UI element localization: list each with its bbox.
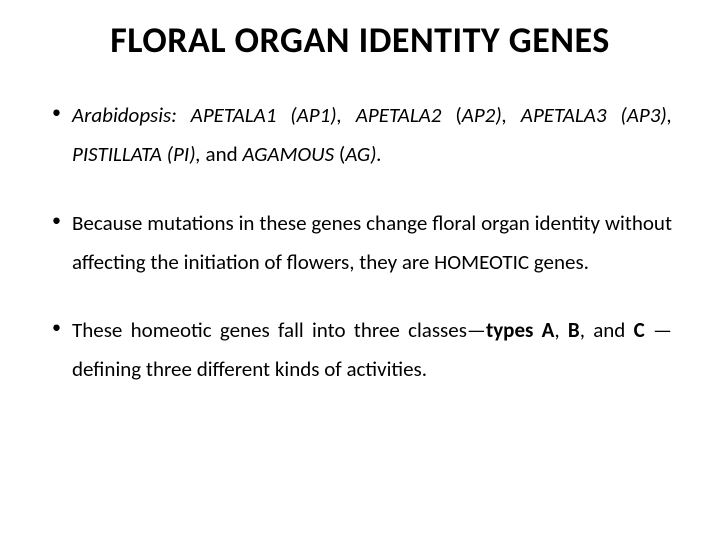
text-run: AGAMOUS: [242, 141, 338, 167]
bullet-item: These homeotic genes fall into three cla…: [48, 311, 672, 389]
text-run: C: [634, 317, 645, 343]
text-run: Because mutations in these genes change …: [72, 210, 672, 275]
bullet-item: Because mutations in these genes change …: [48, 204, 672, 282]
text-run: AG).: [345, 141, 382, 167]
slide-title: FLORAL ORGAN IDENTITY GENES: [48, 18, 672, 62]
slide: FLORAL ORGAN IDENTITY GENES Arabidopsis:…: [0, 0, 720, 540]
bullet-list: Arabidopsis: APETALA1 (AP1), APETALA2 (A…: [48, 96, 672, 389]
text-run: These homeotic genes fall into three cla…: [72, 317, 486, 343]
text-run: B: [568, 317, 580, 343]
text-run: Arabidopsis: APETALA1 (AP1), APETALA2: [72, 102, 455, 128]
bullet-item: Arabidopsis: APETALA1 (AP1), APETALA2 (A…: [48, 96, 672, 174]
text-run: ,: [554, 317, 568, 343]
text-run: types A: [486, 317, 554, 343]
text-run: and: [206, 141, 243, 167]
text-run: , and: [580, 317, 634, 343]
